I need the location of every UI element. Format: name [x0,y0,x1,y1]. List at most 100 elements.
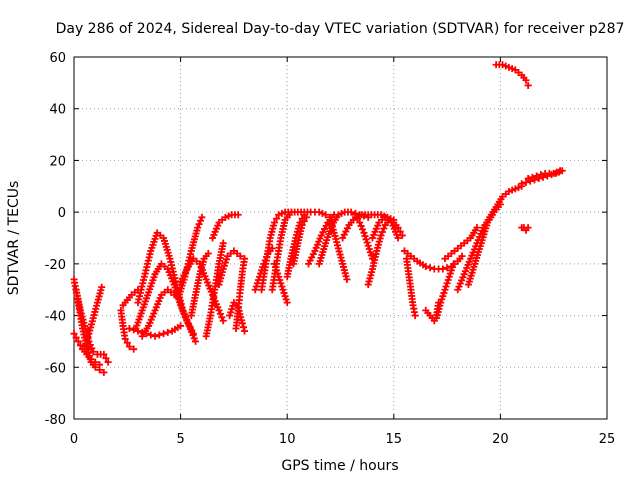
y-tick-label: -80 [45,413,66,428]
data-point [522,178,530,186]
data-point [528,173,536,181]
series-arc-31 [364,216,406,289]
data-point [219,317,227,325]
series-arc-22 [270,260,291,307]
y-axis-label: SDTVAR / TECUs [6,181,22,296]
y-tick-label: -40 [45,310,66,325]
data-point [198,213,206,221]
data-point [386,216,394,224]
data-point [86,341,94,349]
data-point [98,283,106,291]
data-point [556,167,564,175]
data-point [322,211,330,219]
data-point [298,221,306,229]
series-arc-13 [187,250,212,320]
series-arc-37 [454,182,526,294]
series-arc-15 [209,211,242,242]
series-arc-11 [174,213,206,301]
series-arc-05 [117,306,138,353]
data-point [270,218,278,226]
series-arc-04 [81,283,106,351]
x-tick-label: 20 [492,432,509,447]
data-point [524,81,532,89]
data-point [194,224,202,232]
data-point [449,260,457,268]
data-point [123,339,131,347]
data-point [100,368,108,376]
y-tick-label: -60 [45,361,66,376]
data-point [125,343,133,351]
series-arc-36 [441,224,481,263]
data-point [88,344,96,352]
data-point [285,211,293,219]
data-point [518,180,526,188]
data-point [347,208,355,216]
data-point [241,255,249,263]
data-point [89,348,97,356]
series-arc-24 [290,213,310,268]
x-axis-label: GPS time / hours [281,458,398,474]
data-point [130,345,138,353]
series-arc-35 [432,260,457,322]
data-point [177,322,185,330]
data-point [147,331,155,339]
y-tick-label: 20 [49,154,66,169]
data-point [236,252,244,260]
data-point [196,217,204,225]
data-point [151,332,159,340]
data-point [343,275,351,283]
x-tick-label: 5 [176,432,184,447]
series-arc-33 [403,255,419,320]
y-tick-label: 0 [58,206,66,221]
series-arc-16 [215,247,244,289]
data-point [524,224,532,232]
data-point [164,328,172,336]
data-point [426,264,434,272]
data-point [100,350,108,358]
x-axis-ticks: 0 5 10 15 20 25 [70,57,615,447]
series-arc-20 [258,208,330,294]
data-point [239,323,247,331]
data-point [354,215,362,223]
data-point [189,330,197,338]
data-point [351,211,359,219]
data-point [195,220,203,228]
data-point [160,330,168,338]
series-arc-38 [464,200,504,289]
data-point [192,337,200,345]
y-tick-label: -20 [45,258,66,273]
data-point [473,224,481,232]
data-point [411,312,419,320]
x-tick-label: 0 [70,432,78,447]
data-point [396,228,404,236]
series-arc-27 [326,213,351,283]
data-point [87,356,95,364]
data-point [283,299,291,307]
x-tick-label: 10 [279,432,296,447]
data-point [398,231,406,239]
data-point [216,310,224,318]
data-point [496,200,504,208]
data-point [357,222,365,230]
data-point [204,250,212,258]
data-point [302,213,310,221]
data-point [218,313,226,321]
data-point [215,306,223,314]
data-point [300,217,308,225]
data-point [533,172,541,180]
data-point [91,358,99,366]
data-point [70,330,78,338]
y-tick-label: 60 [49,51,66,66]
data-point [74,337,82,345]
data-point [96,361,104,369]
x-tick-label: 15 [386,432,403,447]
data-point [76,341,84,349]
data-point [234,211,242,219]
series-arc-39 [492,61,532,89]
data-point [72,334,80,342]
data-point [102,354,110,362]
y-axis-ticks: -80 -60 -40 -20 0 20 40 60 [45,51,607,428]
data-point [380,225,388,233]
series-arc-18 [232,255,249,332]
data-point [422,262,430,270]
